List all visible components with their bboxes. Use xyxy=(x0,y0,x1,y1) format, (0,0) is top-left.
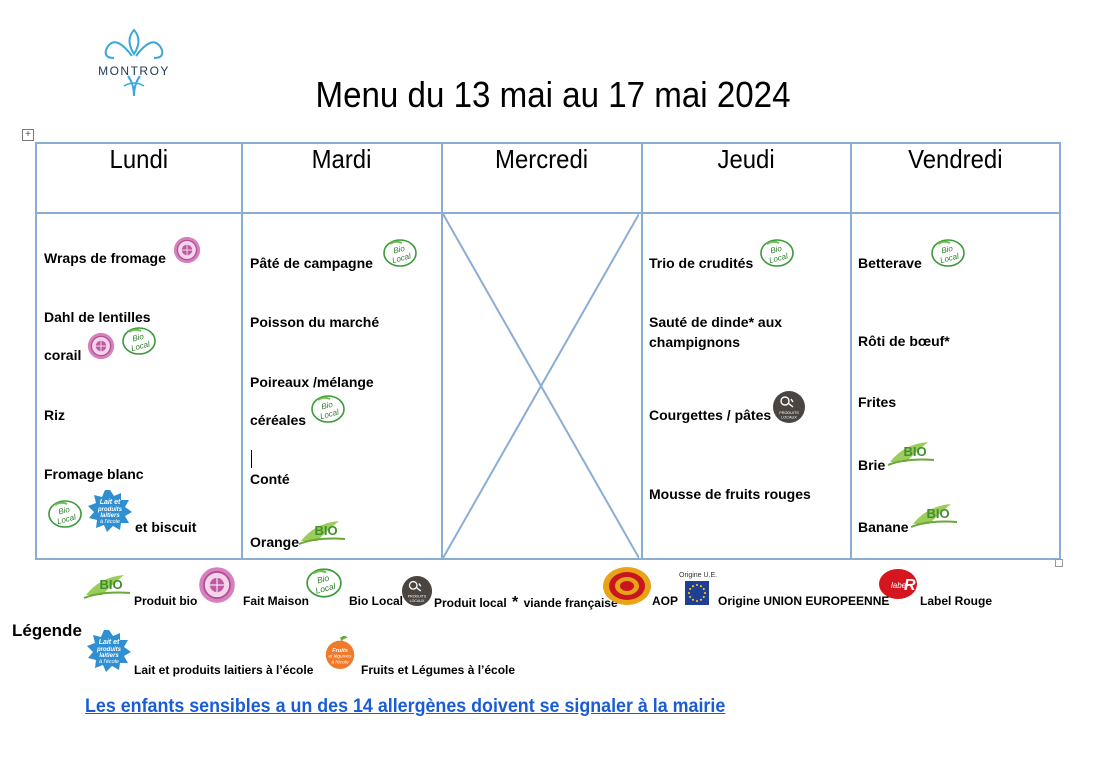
bio-icon xyxy=(297,515,349,547)
bio-local-icon xyxy=(930,238,966,268)
origine-ue-caption: Origine U.E. xyxy=(679,572,718,579)
menu-item: Conté xyxy=(250,471,290,487)
legend-origine-ue: Origine UNION EUROPEENNE xyxy=(718,594,890,608)
legend-lait: Lait et produits laitiers à l’école xyxy=(134,663,314,677)
legend-label-rouge: Label Rouge xyxy=(920,594,993,608)
menu-cell-mardi: Pâté de campagne Poisson du marché Poire… xyxy=(241,212,443,560)
legend-fruits: Fruits et Légumes à l’école xyxy=(361,663,516,677)
menu-item: Poisson du marché xyxy=(250,314,380,330)
text-cursor xyxy=(251,450,252,468)
menu-item: Trio de crudités xyxy=(649,255,754,271)
legend-produit-bio: Produit bio xyxy=(134,594,198,608)
lait-ecole-icon xyxy=(87,488,133,532)
produits-locaux-icon xyxy=(772,390,806,424)
menu-item: Fromage blanc xyxy=(44,466,144,482)
menu-item: Orange xyxy=(250,534,300,550)
bio-local-icon xyxy=(121,326,157,356)
menu-item: Banane xyxy=(858,519,909,535)
day-header-jeudi: Jeudi xyxy=(641,142,852,214)
menu-item: Courgettes / pâtes xyxy=(649,407,772,423)
page-title: Menu du 13 mai au 17 mai 2024 xyxy=(315,74,791,115)
menu-cell-jeudi: Trio de crudités Sauté de dinde* aux cha… xyxy=(641,212,852,560)
menu-item: Wraps de fromage xyxy=(44,250,166,266)
produits-locaux-icon xyxy=(401,575,433,607)
menu-item: et biscuit xyxy=(135,519,197,535)
menu-item: Mousse de fruits rouges xyxy=(649,486,811,502)
bio-local-icon xyxy=(47,499,83,529)
menu-item: Brie xyxy=(858,457,886,473)
bio-icon xyxy=(886,436,938,468)
closed-day-cross xyxy=(443,214,639,558)
menu-item: Pâté de campagne xyxy=(250,255,373,271)
day-header-lundi: Lundi xyxy=(35,142,243,214)
legend-produit-local: Produit local * viande française xyxy=(434,594,618,611)
menu-item: champignons xyxy=(649,334,741,350)
menu-item: Poireaux /mélange xyxy=(250,374,374,390)
menu-item: Rôti de bœuf* xyxy=(858,333,950,349)
bio-local-icon xyxy=(759,238,795,268)
menu-table: Lundi Mardi Mercredi Jeudi Vendredi Wrap… xyxy=(35,142,1061,560)
legend-aop: AOP xyxy=(652,594,679,608)
allergen-notice-link[interactable]: Les enfants sensibles a un des 14 allerg… xyxy=(85,696,726,717)
menu-item: Betterave xyxy=(858,255,922,271)
asterisk: * xyxy=(512,594,519,611)
table-move-handle[interactable]: + xyxy=(22,129,34,141)
aop-icon xyxy=(602,566,652,606)
fait-maison-icon xyxy=(85,332,117,360)
day-header-mardi: Mardi xyxy=(241,142,443,214)
menu-item: Sauté de dinde* aux xyxy=(649,314,783,330)
fait-maison-icon xyxy=(196,566,238,604)
montroy-logo: MONTROY xyxy=(92,28,176,98)
bio-local-icon xyxy=(382,238,418,268)
menu-cell-lundi: Wraps de fromage Dahl de lentilles corai… xyxy=(35,212,243,560)
fruits-legumes-icon xyxy=(322,634,358,670)
bio-icon xyxy=(82,569,134,601)
day-header-mercredi: Mercredi xyxy=(441,142,643,214)
label-rouge-icon xyxy=(878,568,918,600)
menu-item: Riz xyxy=(44,407,65,423)
fait-maison-icon xyxy=(171,236,203,264)
legend-title: Légende xyxy=(12,621,82,640)
menu-item: céréales xyxy=(250,412,307,428)
logo-text: MONTROY xyxy=(98,64,170,78)
menu-item: Frites xyxy=(858,394,897,410)
bio-local-icon xyxy=(305,565,343,601)
fleur-de-lis-icon xyxy=(104,28,164,97)
menu-item: corail xyxy=(44,347,82,363)
day-header-vendredi: Vendredi xyxy=(850,142,1061,214)
bio-icon xyxy=(909,498,961,530)
menu-item: Dahl de lentilles xyxy=(44,309,151,325)
bio-local-icon xyxy=(310,394,346,424)
legend-fait-maison: Fait Maison xyxy=(243,594,310,608)
menu-cell-mercredi xyxy=(441,212,643,560)
menu-cell-vendredi: Betterave Rôti de bœuf* Frites Brie Bana… xyxy=(850,212,1061,560)
legend-bio-local: Bio Local xyxy=(349,594,404,608)
eu-flag-icon xyxy=(684,581,710,605)
lait-ecole-icon xyxy=(86,628,132,672)
table-resize-handle[interactable] xyxy=(1055,559,1063,567)
